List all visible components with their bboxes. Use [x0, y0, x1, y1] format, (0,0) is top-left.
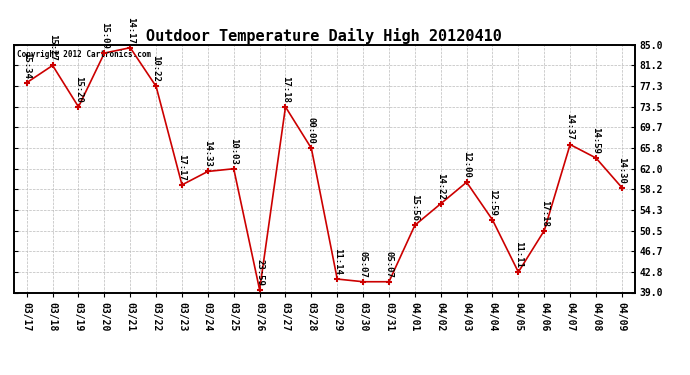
Title: Outdoor Temperature Daily High 20120410: Outdoor Temperature Daily High 20120410	[146, 28, 502, 44]
Text: 15:27: 15:27	[48, 34, 57, 61]
Text: 00:00: 00:00	[307, 117, 316, 144]
Text: 17:17: 17:17	[177, 154, 186, 181]
Text: 10:03: 10:03	[229, 138, 238, 165]
Text: 15:20: 15:20	[74, 76, 83, 103]
Text: 14:17: 14:17	[126, 16, 135, 44]
Text: 14:37: 14:37	[566, 114, 575, 140]
Text: 14:33: 14:33	[204, 140, 213, 167]
Text: 10:22: 10:22	[152, 56, 161, 82]
Text: Copyright 2012 Cartronics.com: Copyright 2012 Cartronics.com	[17, 50, 151, 59]
Text: 11:11: 11:11	[514, 241, 523, 268]
Text: 05:07: 05:07	[359, 251, 368, 278]
Text: 17:18: 17:18	[540, 200, 549, 226]
Text: 05:07: 05:07	[384, 251, 393, 278]
Text: 12:59: 12:59	[488, 189, 497, 216]
Text: 11:14: 11:14	[333, 248, 342, 275]
Text: 23:59: 23:59	[255, 259, 264, 286]
Text: 14:30: 14:30	[618, 156, 627, 183]
Text: 15:09: 15:09	[100, 22, 109, 49]
Text: 17:18: 17:18	[281, 76, 290, 103]
Text: 14:59: 14:59	[591, 127, 600, 154]
Text: 15:34: 15:34	[22, 52, 31, 78]
Text: 15:56: 15:56	[411, 194, 420, 221]
Text: 14:22: 14:22	[436, 172, 445, 200]
Text: 12:00: 12:00	[462, 151, 471, 178]
